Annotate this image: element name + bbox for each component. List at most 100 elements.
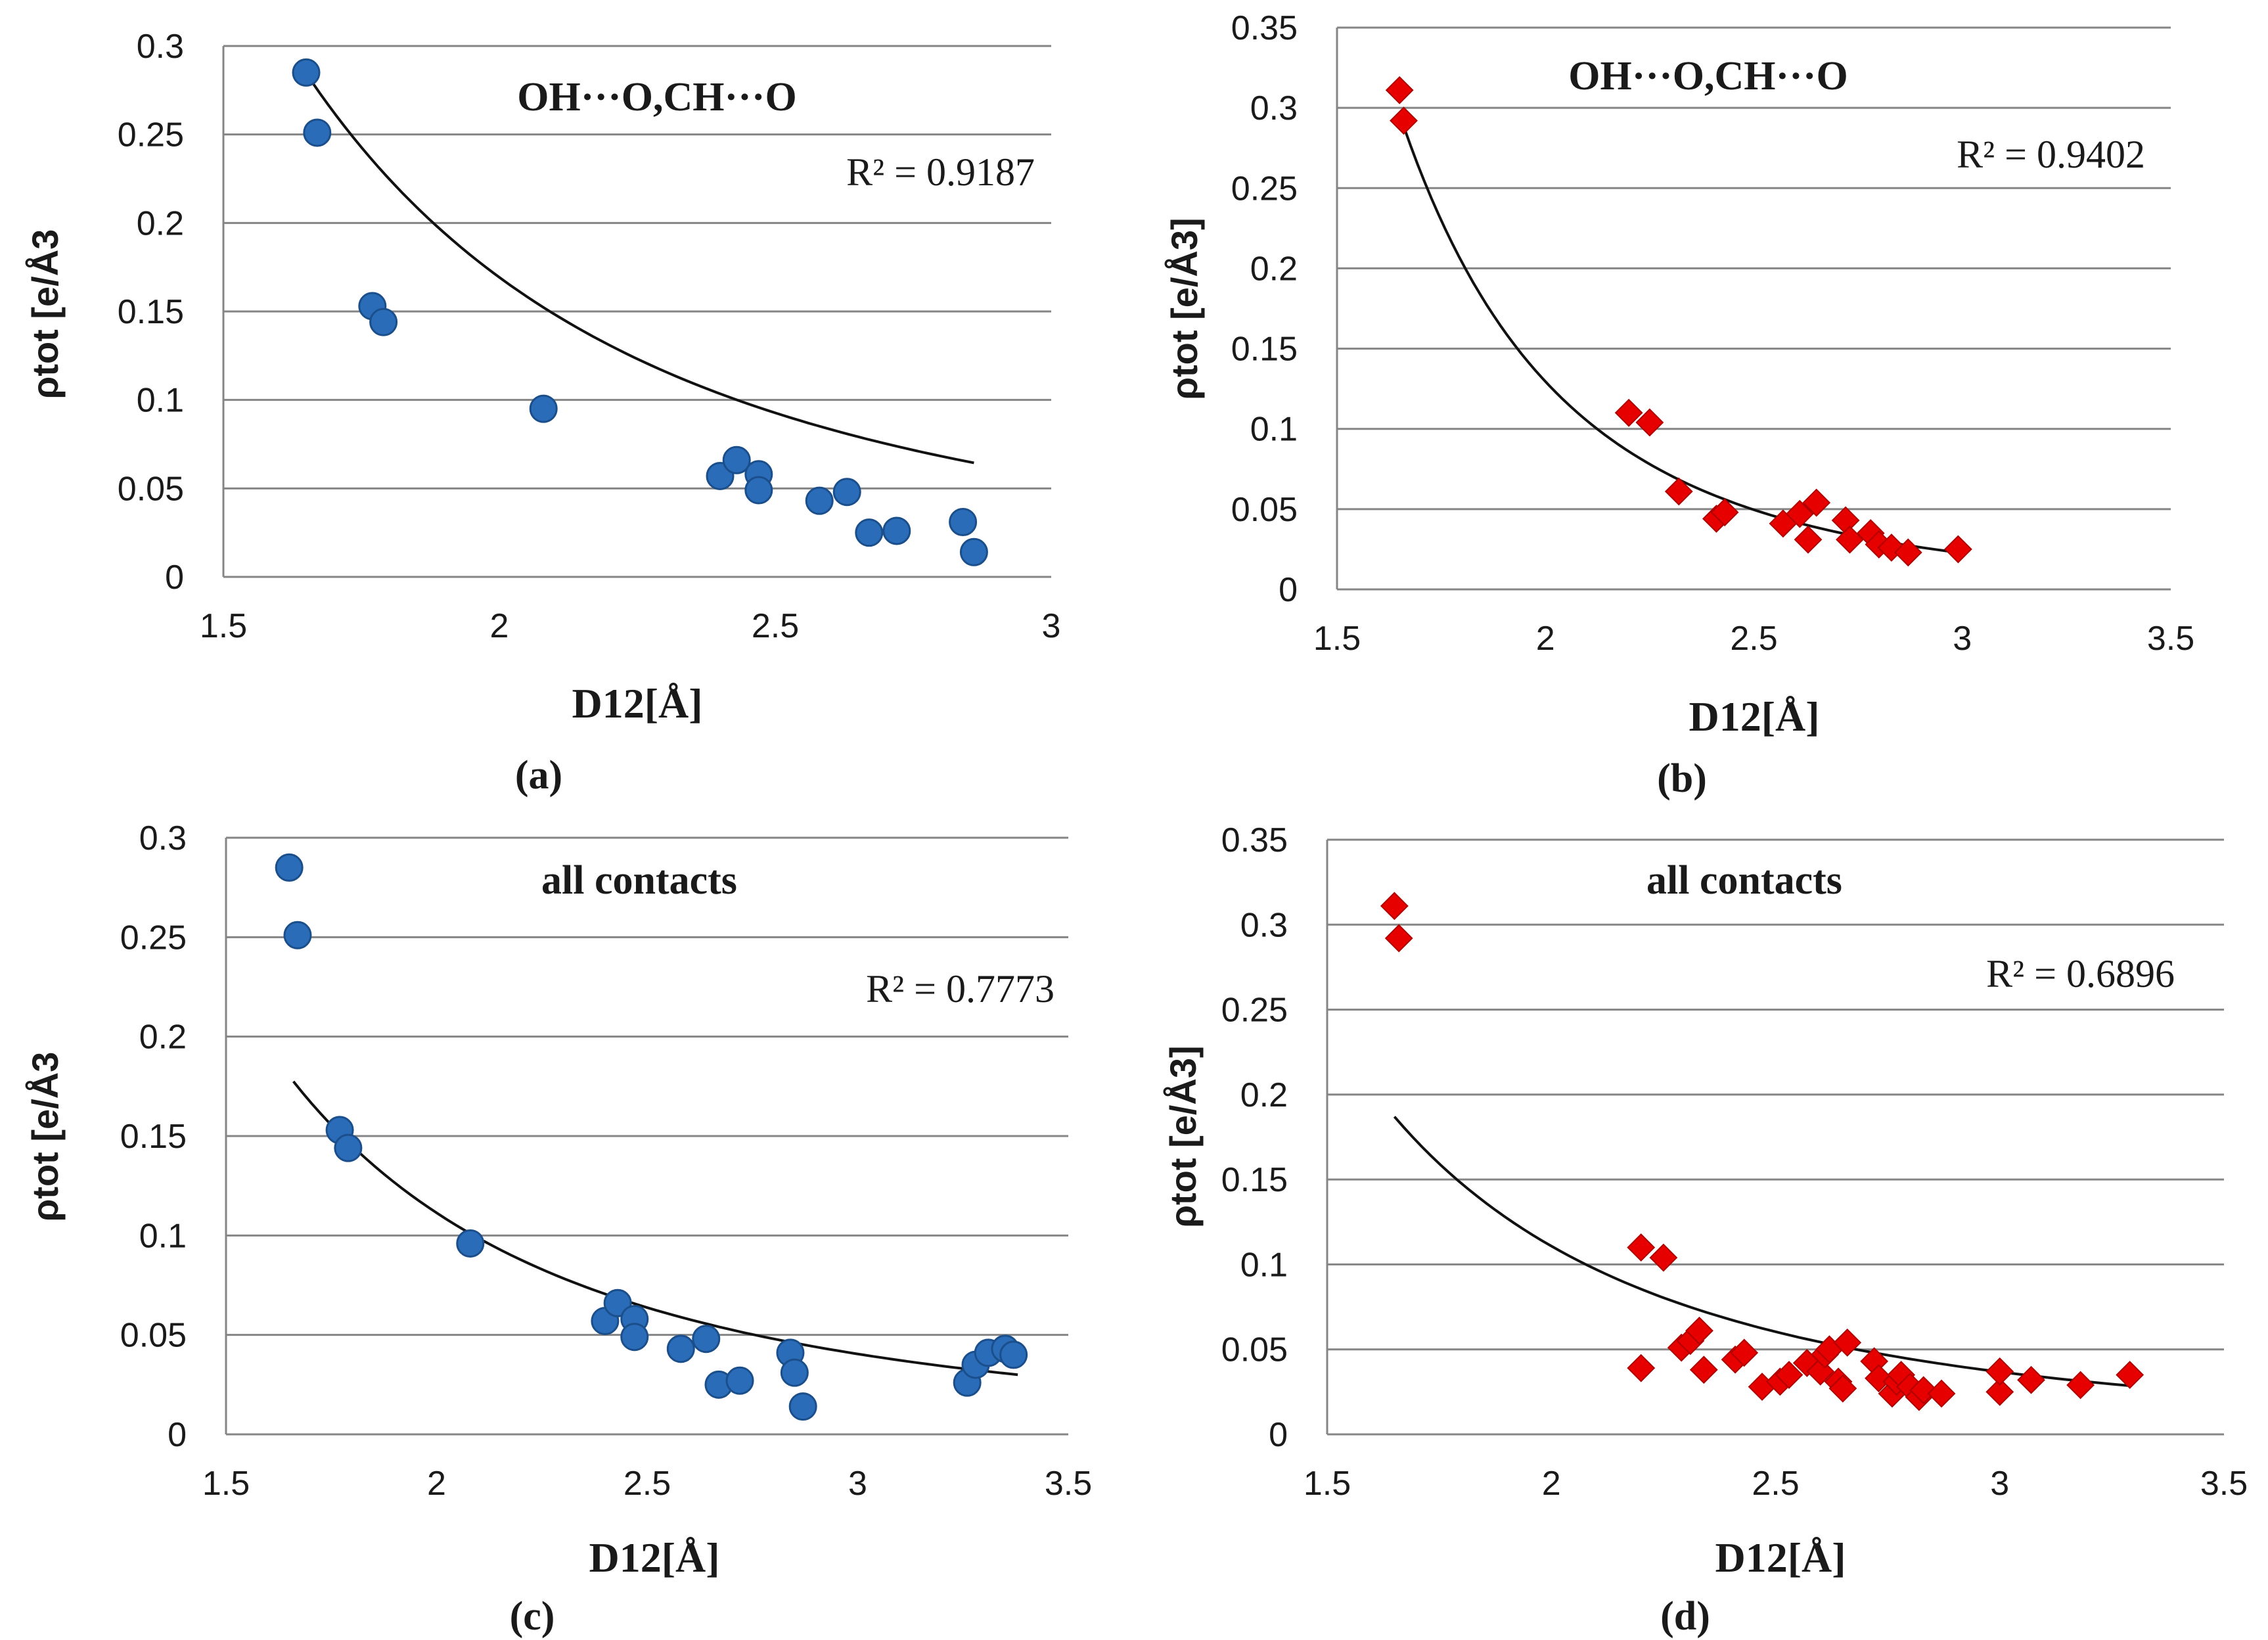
x-tick-label: 3.5 <box>2200 1465 2248 1503</box>
data-point <box>1614 398 1643 427</box>
x-tick-label: 2 <box>490 607 509 645</box>
y-tick-label: 0.2 <box>1240 1076 1288 1114</box>
chart-title: OH···O,CH···O <box>517 75 796 120</box>
panel-caption: (b) <box>1657 756 1707 801</box>
y-tick-label: 0 <box>1269 1416 1288 1454</box>
data-point <box>1635 408 1664 437</box>
trendline <box>1393 1116 2130 1387</box>
y-tick-label: 0.1 <box>139 1217 187 1255</box>
panel-b: 0 0.05 0.1 0.15 0.2 0.25 0.3 0.35 1.5 2 2.5 3 3.5 OH·… <box>1164 9 2194 801</box>
y-tick-label: 0.35 <box>1231 9 1298 47</box>
y-axis-title: ρtot [e/Å3 <box>24 229 66 399</box>
x-tick-label: 1.5 <box>200 607 247 645</box>
x-tick-label: 1.5 <box>1304 1465 1351 1503</box>
data-point <box>780 1358 809 1387</box>
r-squared-label: R² = 0.7773 <box>866 967 1055 1011</box>
panel-caption: (d) <box>1660 1594 1710 1639</box>
panel-caption: (a) <box>515 753 562 798</box>
panel-d: 0 0.05 0.1 0.15 0.2 0.25 0.3 0.35 1.5 2 2.5 3 3.5 all… <box>1162 821 2248 1639</box>
data-point <box>1836 525 1864 554</box>
x-tick-label: 3 <box>848 1465 867 1503</box>
data-point <box>666 1334 695 1363</box>
data-point <box>744 476 773 505</box>
data-point <box>620 1323 649 1352</box>
y-tick-label: 0.2 <box>139 1018 187 1057</box>
x-tick-label: 3 <box>1953 620 1972 658</box>
y-tick-label: 0.05 <box>118 470 184 508</box>
y-tick-label: 0.3 <box>1250 89 1298 127</box>
x-tick-label: 3 <box>1990 1465 2009 1503</box>
x-tick-label: 2.5 <box>1730 620 1777 658</box>
y-tick-label: 0.2 <box>137 204 184 242</box>
y-tick-label: 0.15 <box>120 1118 187 1156</box>
data-point <box>275 853 304 882</box>
y-tick-label: 0.3 <box>1240 906 1288 944</box>
y-tick-label: 0.25 <box>120 919 187 957</box>
x-tick-label: 2.5 <box>752 607 799 645</box>
panel-a: 0 0.05 0.1 0.15 0.2 0.25 0.3 1.5 2 2.5 3 OH···O,CH·… <box>24 28 1060 798</box>
data-point <box>1385 76 1414 104</box>
x-tick-label: 2 <box>1536 620 1555 658</box>
data-point <box>722 445 751 474</box>
x-tick-label: 3.5 <box>1045 1465 1092 1503</box>
r-squared-label: R² = 0.6896 <box>1986 952 2175 995</box>
data-point <box>1627 1354 1656 1382</box>
y-tick-label: 0.05 <box>120 1317 187 1355</box>
data-point <box>1685 1316 1713 1345</box>
data-point <box>1384 924 1413 953</box>
y-tick-label: 0.15 <box>1231 330 1298 369</box>
data-point <box>283 921 312 949</box>
y-tick-label: 0.3 <box>139 819 187 857</box>
y-tick-label: 0 <box>168 1416 187 1454</box>
y-tick-label: 0.15 <box>1221 1161 1288 1199</box>
data-point <box>949 508 978 537</box>
data-point <box>303 118 332 147</box>
panel-caption: (c) <box>510 1594 555 1639</box>
data-point <box>1985 1357 2014 1386</box>
data-point <box>1664 477 1693 506</box>
y-axis-title: ρtot [e/Å3] <box>1164 217 1205 399</box>
x-axis-title: D12[Å] <box>1689 693 1819 740</box>
data-point <box>1627 1233 1656 1262</box>
y-tick-label: 0.1 <box>1250 411 1298 449</box>
chart-title: all contacts <box>541 858 737 903</box>
y-tick-label: 0.2 <box>1250 250 1298 288</box>
x-tick-label: 2 <box>427 1465 446 1503</box>
data-point <box>1390 106 1418 135</box>
y-axis-title: ρtot [e/Å3 <box>24 1052 66 1222</box>
x-tick-label: 2.5 <box>624 1465 671 1503</box>
data-point <box>1730 1338 1759 1367</box>
y-tick-label: 0.1 <box>137 382 184 420</box>
x-tick-label: 3 <box>1042 607 1061 645</box>
x-axis-title: D12[Å] <box>589 1534 719 1581</box>
data-point <box>1794 525 1823 554</box>
data-point <box>1775 1361 1803 1389</box>
data-point <box>2066 1371 2095 1400</box>
data-point <box>1710 498 1739 527</box>
data-point <box>1927 1379 1956 1408</box>
r-squared-label: R² = 0.9402 <box>1957 133 2145 176</box>
data-point <box>855 518 884 547</box>
data-point <box>456 1229 485 1258</box>
x-tick-label: 1.5 <box>202 1465 250 1503</box>
y-tick-label: 0.15 <box>118 293 184 331</box>
chart-title: OH···O,CH···O <box>1568 54 1848 99</box>
data-point <box>1649 1243 1678 1272</box>
data-point <box>334 1133 363 1162</box>
x-tick-label: 2 <box>1542 1465 1561 1503</box>
y-tick-label: 0 <box>1279 571 1298 609</box>
data-point <box>832 478 861 507</box>
chart-title: all contacts <box>1646 858 1842 903</box>
data-point <box>369 308 398 336</box>
data-point <box>692 1325 721 1354</box>
data-point <box>959 537 988 566</box>
x-tick-label: 2.5 <box>1752 1465 1799 1503</box>
y-axis-title: ρtot [e/Å3] <box>1162 1045 1204 1227</box>
x-tick-label: 3.5 <box>2147 620 2194 658</box>
trendline <box>292 1080 1018 1377</box>
y-tick-label: 0.25 <box>1231 170 1298 208</box>
data-point <box>1909 1376 1938 1405</box>
y-tick-label: 0.25 <box>1221 991 1288 1030</box>
data-point <box>529 394 558 423</box>
data-point <box>1785 499 1814 528</box>
